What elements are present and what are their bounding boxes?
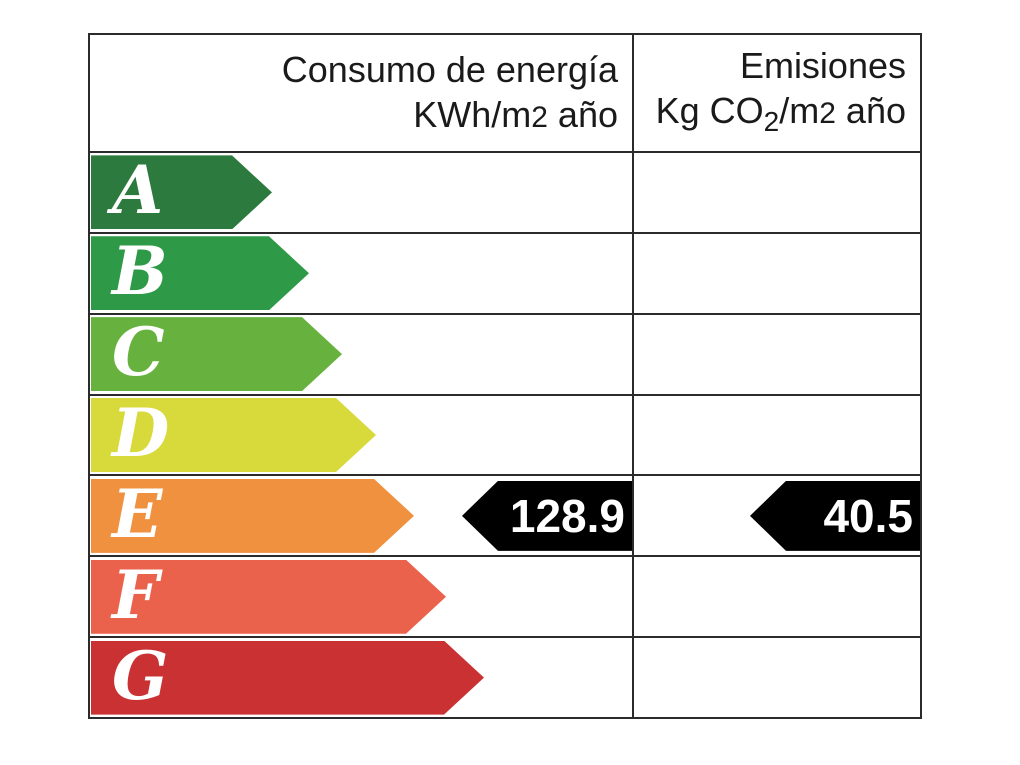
emisiones-unit: Kg CO2/m2 año <box>655 89 906 137</box>
rating-letter-e: E <box>112 474 163 553</box>
rating-letter-g: G <box>112 636 169 715</box>
rating-letter-d: D <box>112 394 170 473</box>
rating-row-g: G <box>90 638 920 717</box>
rating-arrow-a <box>91 155 272 229</box>
rating-arrow-b <box>91 236 309 310</box>
rating-rows: A B C D E 128.9 40.5 F <box>90 153 920 717</box>
rating-table: Consumo de energía KWh/m2 año Emisiones … <box>88 33 922 719</box>
rating-arrow-e <box>91 479 414 553</box>
rating-row-d: D <box>90 396 920 477</box>
rating-row-c: C <box>90 315 920 396</box>
rating-arrow-f <box>91 560 446 634</box>
consumo-title: Consumo de energía <box>281 48 618 90</box>
rating-letter-f: F <box>112 555 159 634</box>
consumo-unit: KWh/m2 año <box>413 93 618 135</box>
rating-row-b: B <box>90 234 920 315</box>
rating-arrow-c <box>91 317 342 391</box>
consumo-value-arrow: 128.9 <box>462 480 632 551</box>
emisiones-header: Emisiones Kg CO2/m2 año <box>632 35 920 151</box>
rating-letter-b: B <box>112 232 168 311</box>
emisiones-title: Emisiones <box>739 44 906 86</box>
rating-letter-c: C <box>112 313 165 392</box>
table-header: Consumo de energía KWh/m2 año Emisiones … <box>90 35 920 153</box>
rating-row-e: E 128.9 40.5 <box>90 474 920 558</box>
emisiones-value: 40.5 <box>823 489 913 542</box>
rating-letter-a: A <box>112 151 164 230</box>
consumo-header: Consumo de energía KWh/m2 año <box>90 35 632 151</box>
rating-row-f: F <box>90 555 920 639</box>
consumo-value: 128.9 <box>509 489 625 542</box>
rating-row-a: A <box>90 153 920 234</box>
rating-arrow-g <box>91 641 484 715</box>
rating-arrow-d <box>91 398 376 472</box>
emisiones-value-arrow: 40.5 <box>750 480 920 551</box>
column-divider <box>632 35 634 717</box>
